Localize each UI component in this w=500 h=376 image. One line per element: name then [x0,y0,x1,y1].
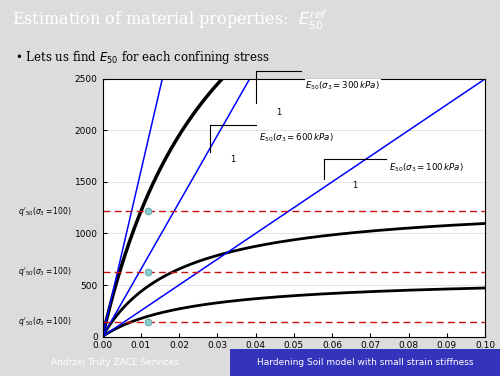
Text: Estimation of material properties:  $E_{50}^{ref}$: Estimation of material properties: $E_{5… [12,9,328,32]
Bar [230,349,500,376]
Text: $E_{50}(\sigma_3=100\,kPa)$: $E_{50}(\sigma_3=100\,kPa)$ [390,161,464,174]
Text: Hardening Soil model with small strain stiffness: Hardening Soil model with small strain s… [257,358,473,367]
Text: 1: 1 [276,108,281,117]
Text: 1: 1 [352,180,358,190]
Text: Andrzej Truty ZACE Services: Andrzej Truty ZACE Services [51,358,179,367]
Text: $q'_{50}(\sigma_3=100)$: $q'_{50}(\sigma_3=100)$ [18,205,72,218]
Text: 1: 1 [230,155,235,164]
Text: $q'_{50}(\sigma_3=100)$: $q'_{50}(\sigma_3=100)$ [18,265,72,278]
Text: $q'_{50}(\sigma_3=100)$: $q'_{50}(\sigma_3=100)$ [18,315,72,328]
Text: $E_{50}(\sigma_3=300\,kPa)$: $E_{50}(\sigma_3=300\,kPa)$ [305,80,380,92]
Text: $E_{50}(\sigma_3=600\,kPa)$: $E_{50}(\sigma_3=600\,kPa)$ [260,131,334,144]
Text: • Lets us find $E_{50}$ for each confining stress: • Lets us find $E_{50}$ for each confini… [15,49,270,66]
